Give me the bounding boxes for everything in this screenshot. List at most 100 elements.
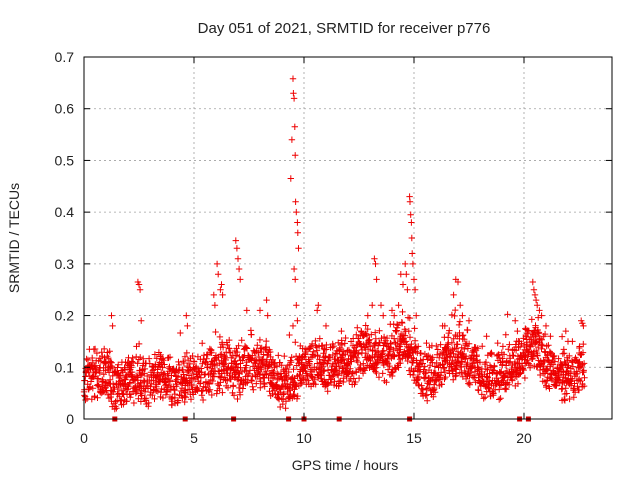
- data-point: [547, 349, 554, 356]
- data-point: [499, 358, 506, 365]
- data-point: [101, 388, 109, 396]
- data-point: [480, 395, 487, 402]
- data-point: [330, 342, 337, 350]
- data-point: [502, 331, 509, 338]
- data-point: [352, 378, 359, 386]
- data-point: [444, 341, 451, 348]
- data-point: [335, 339, 342, 346]
- data-point: [112, 398, 119, 405]
- data-point: [133, 388, 140, 396]
- data-point: [256, 336, 264, 344]
- data-point: [243, 307, 250, 314]
- data-point: [290, 95, 298, 102]
- data-point: [206, 386, 214, 393]
- data-point: [86, 384, 94, 391]
- data-point: [468, 363, 476, 371]
- data-point: [529, 278, 536, 286]
- data-point: [509, 377, 516, 384]
- data-point: [399, 319, 406, 327]
- data-point: [263, 337, 270, 345]
- data-point: [91, 345, 99, 353]
- data-point: [362, 350, 369, 357]
- data-point: [270, 368, 277, 376]
- data-point: [138, 317, 145, 324]
- data-point: [408, 340, 415, 348]
- data-point: [105, 354, 112, 362]
- data-point: [323, 341, 330, 349]
- data-point: [255, 349, 262, 356]
- data-point: [287, 175, 294, 182]
- data-point: [215, 382, 223, 389]
- data-point: [244, 379, 251, 386]
- chart-title: Day 051 of 2021, SRMTID for receiver p77…: [198, 20, 491, 37]
- data-point: [386, 348, 394, 355]
- data-point: [159, 394, 167, 402]
- data-point: [235, 369, 242, 377]
- data-point: [264, 312, 271, 319]
- data-point: [250, 386, 257, 393]
- data-point: [120, 401, 127, 408]
- data-point: [347, 365, 354, 372]
- data-point: [442, 373, 449, 381]
- data-point: [162, 391, 170, 398]
- data-point: [341, 340, 348, 347]
- data-point: [132, 372, 140, 380]
- data-point: [501, 373, 508, 380]
- data-point: [561, 350, 568, 357]
- data-point: [386, 362, 393, 370]
- data-point: [448, 311, 456, 319]
- data-point: [534, 302, 541, 309]
- data-point: [534, 352, 541, 359]
- data-point: [383, 379, 390, 386]
- data-point: [95, 375, 102, 382]
- data-point: [563, 390, 570, 397]
- data-point: [285, 368, 292, 376]
- data-point: [525, 360, 532, 367]
- data-point: [399, 355, 406, 362]
- data-point: [406, 334, 414, 341]
- data-point: [219, 389, 226, 396]
- data-point: [462, 355, 469, 363]
- data-point: [226, 345, 233, 352]
- data-point: [574, 383, 581, 390]
- data-point: [199, 340, 206, 347]
- data-point: [242, 344, 250, 351]
- x-axis-label: GPS time / hours: [292, 457, 399, 473]
- data-point: [307, 343, 315, 350]
- y-tick-label: 0.5: [55, 152, 75, 168]
- data-point: [473, 351, 480, 359]
- data-point: [174, 397, 182, 404]
- data-point: [380, 361, 387, 369]
- data-point: [166, 377, 174, 384]
- data-point: [431, 389, 439, 396]
- data-point: [514, 380, 522, 387]
- data-point: [384, 366, 392, 373]
- data-point: [311, 376, 318, 383]
- data-point: [452, 306, 459, 314]
- data-point: [450, 335, 457, 342]
- data-point: [441, 322, 448, 330]
- data-point: [450, 376, 457, 383]
- data-point: [160, 357, 167, 364]
- data-point: [469, 360, 476, 367]
- data-point: [389, 372, 396, 380]
- data-point: [181, 398, 188, 406]
- data-point: [337, 377, 344, 385]
- data-point: [257, 384, 264, 391]
- data-point: [137, 372, 145, 379]
- data-point: [338, 327, 345, 335]
- data-point: [179, 366, 187, 373]
- data-point: [441, 364, 448, 371]
- data-point: [450, 350, 457, 357]
- data-point: [505, 359, 512, 367]
- data-point: [249, 383, 256, 390]
- data-point: [129, 354, 136, 362]
- y-tick-label: 0.4: [55, 204, 75, 220]
- data-point: [405, 327, 412, 335]
- data-point: [348, 370, 355, 378]
- data-point: [422, 392, 429, 399]
- data-point: [454, 278, 462, 286]
- data-point: [377, 302, 385, 309]
- data-point: [547, 333, 554, 340]
- data-point: [316, 356, 323, 363]
